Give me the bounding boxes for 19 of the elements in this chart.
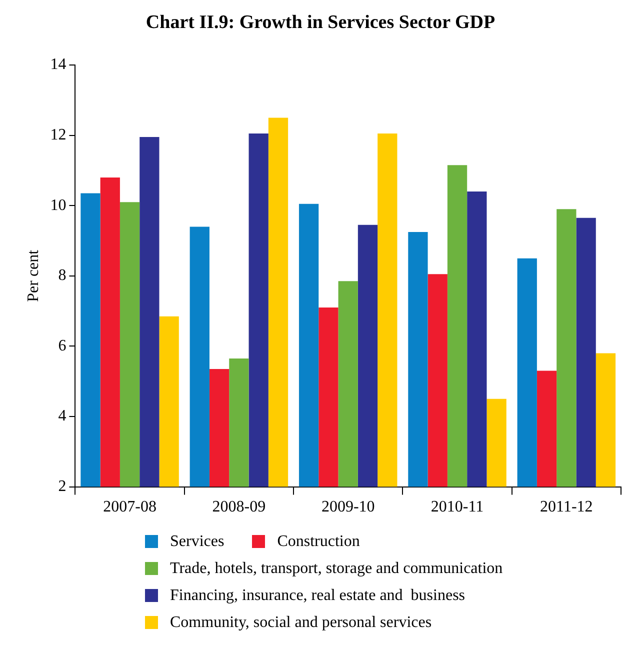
y-tick-label: 12: [50, 126, 66, 144]
y-tick-label: 10: [50, 196, 66, 214]
y-tick-label: 14: [50, 56, 66, 74]
y-tick-label: 2: [58, 478, 66, 496]
x-tick-label: 2007-08: [103, 498, 156, 516]
y-tick-label: 8: [58, 267, 66, 284]
y-axis-title: Per cent: [24, 249, 42, 302]
legend-label: Trade, hotels, transport, storage and communication: [170, 559, 503, 579]
legend-label: Construction: [277, 532, 360, 552]
x-tick-label: 2011-12: [540, 498, 593, 516]
legend-label: Services: [170, 532, 224, 552]
y-tick-label: 6: [58, 337, 66, 354]
x-tick-label: 2009-10: [321, 498, 375, 516]
legend-label: Community, social and personal services: [170, 613, 432, 633]
x-tick-label: 2010-11: [430, 498, 484, 516]
y-tick-label: 4: [58, 408, 66, 425]
chart-title: Chart II.9: Growth in Services Sector GDP: [144, 12, 496, 34]
legend-label: Financing, insurance, real estate and business: [170, 586, 466, 606]
x-tick-label: 2008-09: [212, 498, 266, 516]
